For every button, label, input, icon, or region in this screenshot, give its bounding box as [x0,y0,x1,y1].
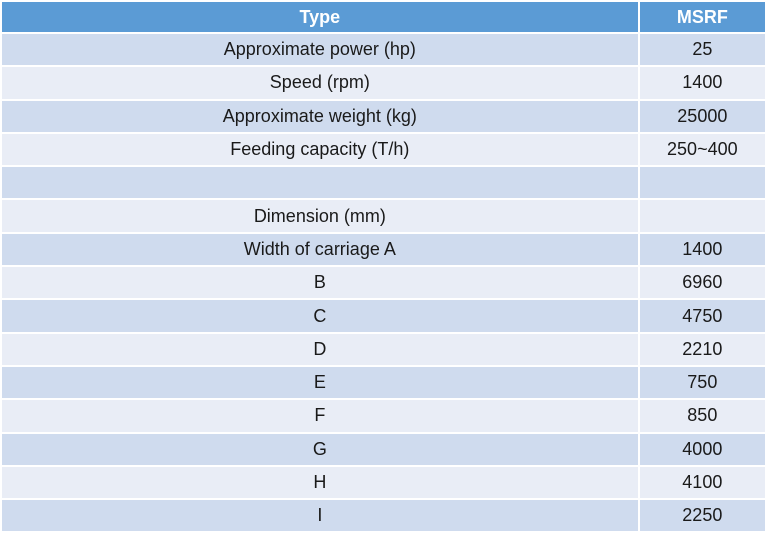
table-row: B 6960 [2,267,765,299]
row-value: 25 [639,34,765,66]
header-model: MSRF [639,2,765,32]
table-row: D 2210 [2,333,765,365]
table-row: Feeding capacity (T/h) 250~400 [2,133,765,166]
row-label: Feeding capacity (T/h) [2,133,638,166]
table-row: Dimension (mm) [2,200,765,232]
row-label: Approximate weight (kg) [2,100,638,132]
row-label: F [2,400,638,432]
table-row: I 2250 [2,500,765,532]
row-value: 6960 [639,267,765,299]
table-row: Approximate weight (kg) 25000 [2,100,765,132]
table-row: C 4750 [2,300,765,332]
row-value: 4000 [639,433,765,465]
row-value [639,167,765,199]
row-label: Speed (rpm) [2,67,638,99]
row-value: 850 [639,400,765,432]
row-label: Dimension (mm) [2,200,638,232]
row-value: 1400 [639,233,765,266]
table-row: G 4000 [2,433,765,465]
row-label: E [2,366,638,399]
row-label: Width of carriage A [2,233,638,266]
row-value: 4100 [639,466,765,499]
row-label: I [2,500,638,532]
table-row: Approximate power (hp) 25 [2,34,765,66]
row-value: 250~400 [639,133,765,166]
row-value [639,200,765,232]
row-value: 4750 [639,300,765,332]
table-row: E 750 [2,366,765,399]
row-value: 750 [639,366,765,399]
row-value: 1400 [639,67,765,99]
row-label [2,167,638,199]
header-type: Type [2,2,638,32]
row-label: G [2,433,638,465]
row-label: H [2,466,638,499]
row-label: Approximate power (hp) [2,34,638,66]
row-label: B [2,267,638,299]
table-row: Width of carriage A 1400 [2,233,765,266]
table-row: Speed (rpm) 1400 [2,67,765,99]
spec-table: Type MSRF Approximate power (hp) 25 Speed … [2,2,765,532]
row-value: 25000 [639,100,765,132]
row-label: C [2,300,638,332]
header-row: Type MSRF [2,2,765,32]
table-row: F 850 [2,400,765,432]
row-value: 2250 [639,500,765,532]
table-row [2,167,765,199]
row-label: D [2,333,638,365]
row-value: 2210 [639,333,765,365]
table-row: H 4100 [2,466,765,499]
